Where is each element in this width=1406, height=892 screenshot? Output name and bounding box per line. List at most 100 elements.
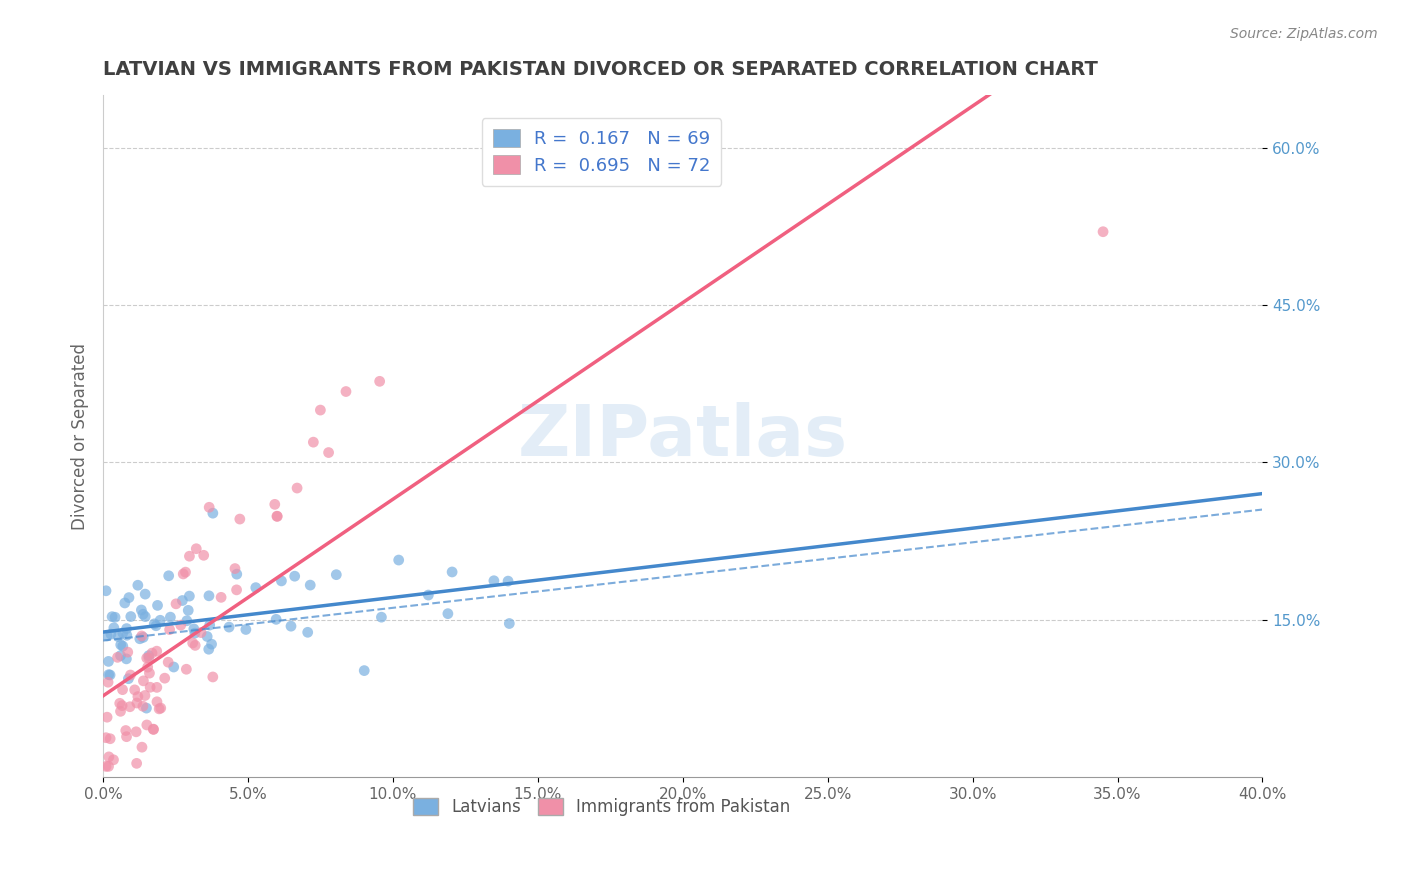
Point xyxy=(108,696,131,710)
Point xyxy=(159,610,181,624)
Point xyxy=(97,759,120,773)
Point xyxy=(218,620,240,634)
Point xyxy=(138,666,160,681)
Point xyxy=(201,506,224,520)
Point xyxy=(131,603,153,617)
Point xyxy=(111,639,134,653)
Point xyxy=(297,625,319,640)
Point xyxy=(146,599,169,613)
Point xyxy=(117,672,139,686)
Point xyxy=(284,569,307,583)
Point xyxy=(131,740,153,755)
Point xyxy=(107,650,129,665)
Point xyxy=(117,645,139,659)
Point xyxy=(115,622,138,636)
Point xyxy=(97,667,120,681)
Point xyxy=(145,644,167,658)
Point xyxy=(142,723,165,737)
Point xyxy=(143,616,166,631)
Point xyxy=(101,609,124,624)
Point xyxy=(98,731,121,746)
Point xyxy=(280,619,302,633)
Point xyxy=(198,589,221,603)
Point xyxy=(441,565,464,579)
Point xyxy=(94,759,117,773)
Point xyxy=(132,607,155,622)
Point xyxy=(388,553,411,567)
Point xyxy=(134,689,156,703)
Point xyxy=(115,628,138,642)
Point xyxy=(1092,225,1115,239)
Point xyxy=(120,609,142,624)
Point xyxy=(96,710,118,724)
Point xyxy=(118,699,141,714)
Point xyxy=(229,512,252,526)
Text: LATVIAN VS IMMIGRANTS FROM PAKISTAN DIVORCED OR SEPARATED CORRELATION CHART: LATVIAN VS IMMIGRANTS FROM PAKISTAN DIVO… xyxy=(103,60,1098,78)
Point xyxy=(111,626,134,640)
Point xyxy=(225,567,247,582)
Point xyxy=(124,682,146,697)
Point xyxy=(94,583,117,598)
Point xyxy=(97,750,120,764)
Point xyxy=(115,730,138,744)
Point xyxy=(157,568,180,582)
Point xyxy=(110,704,132,718)
Point xyxy=(97,654,120,668)
Point xyxy=(302,435,325,450)
Point xyxy=(183,622,205,636)
Point xyxy=(115,652,138,666)
Point xyxy=(186,541,208,556)
Point xyxy=(100,627,122,641)
Point xyxy=(197,642,219,657)
Point xyxy=(266,509,288,524)
Point xyxy=(120,668,142,682)
Point xyxy=(437,607,460,621)
Point xyxy=(94,731,117,745)
Point xyxy=(128,632,150,646)
Point xyxy=(198,618,221,632)
Point xyxy=(184,626,207,640)
Point xyxy=(153,671,176,685)
Point xyxy=(224,561,246,575)
Point xyxy=(172,566,194,581)
Point xyxy=(170,618,193,632)
Point xyxy=(190,625,212,640)
Text: Source: ZipAtlas.com: Source: ZipAtlas.com xyxy=(1230,27,1378,41)
Point xyxy=(264,612,287,626)
Point xyxy=(127,578,149,592)
Text: ZIPatlas: ZIPatlas xyxy=(517,401,848,471)
Point xyxy=(114,723,136,738)
Point xyxy=(174,565,197,579)
Point xyxy=(309,403,332,417)
Point xyxy=(159,623,181,637)
Point xyxy=(353,664,375,678)
Point xyxy=(139,680,162,694)
Point xyxy=(110,648,132,663)
Point xyxy=(136,660,159,674)
Point xyxy=(193,549,215,563)
Point xyxy=(135,718,157,732)
Point xyxy=(142,722,165,736)
Point xyxy=(127,690,149,704)
Point xyxy=(149,613,172,627)
Point xyxy=(335,384,357,399)
Point xyxy=(318,445,340,459)
Point xyxy=(368,374,391,388)
Point xyxy=(263,497,285,511)
Point xyxy=(135,651,157,665)
Point xyxy=(138,648,160,663)
Point xyxy=(270,574,292,588)
Point xyxy=(125,756,148,771)
Legend: Latvians, Immigrants from Pakistan: Latvians, Immigrants from Pakistan xyxy=(406,791,797,823)
Point xyxy=(96,629,118,643)
Point xyxy=(146,695,169,709)
Point xyxy=(184,639,207,653)
Point xyxy=(111,698,134,713)
Point xyxy=(177,603,200,617)
Point xyxy=(157,655,180,669)
Point xyxy=(149,701,172,715)
Point xyxy=(125,696,148,710)
Point xyxy=(98,668,121,682)
Point xyxy=(225,582,247,597)
Point xyxy=(482,574,505,588)
